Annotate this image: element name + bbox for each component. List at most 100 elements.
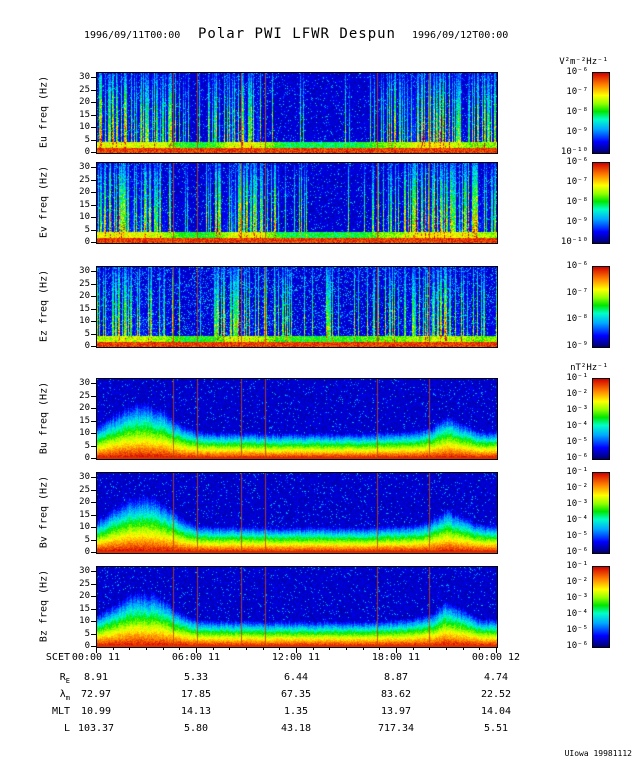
freq-tick-label: 0 bbox=[84, 237, 90, 247]
freq-tick-label: 10 bbox=[79, 316, 90, 326]
time-tick-mark bbox=[412, 647, 414, 650]
freq-tick-label: 15 bbox=[79, 509, 90, 520]
colorbar-tick-label: 10⁻⁶ bbox=[566, 641, 588, 651]
ephemeris-value: 13.97 bbox=[380, 706, 412, 717]
row-label-text: SCET bbox=[45, 652, 70, 663]
freq-tick-mark bbox=[91, 296, 96, 297]
spectrogram-canvas-bz bbox=[97, 567, 497, 647]
freq-tick-mark bbox=[91, 552, 96, 553]
freq-tick-mark bbox=[91, 383, 96, 384]
freq-tick-mark bbox=[91, 167, 96, 168]
colorbar-eu bbox=[592, 72, 610, 154]
freq-tick-label: 15 bbox=[79, 109, 90, 120]
ephemeris-value: 83.62 bbox=[380, 689, 412, 700]
start-date: 1996/09/11T00:00 bbox=[84, 30, 181, 41]
y-axis-label-ez: Ez freq (Hz) bbox=[38, 269, 50, 343]
colorbar-tick-label: 10⁻⁶ bbox=[566, 157, 588, 167]
row-label-text: λ bbox=[59, 689, 66, 700]
time-tick-mark bbox=[496, 647, 497, 653]
colorbar-tick-label: 10⁻⁴ bbox=[566, 609, 588, 619]
colorbar-tick-label: 10⁻⁵ bbox=[566, 531, 588, 541]
colorbar-tick-label: 10⁻⁷ bbox=[566, 177, 588, 187]
freq-tick-label: 15 bbox=[79, 303, 90, 314]
freq-tick-label: 30 bbox=[79, 266, 90, 276]
time-tick-mark bbox=[96, 647, 97, 653]
ephemeris-value: 17.85 bbox=[180, 689, 212, 700]
freq-tick-label: 0 bbox=[84, 547, 90, 557]
colorbar-tick-label: 10⁻⁶ bbox=[566, 67, 588, 77]
time-tick-mark bbox=[462, 647, 464, 650]
freq-tick-mark bbox=[91, 77, 96, 78]
freq-tick-label: 25 bbox=[79, 278, 90, 289]
freq-tick-mark bbox=[91, 445, 96, 447]
freq-tick-mark bbox=[91, 89, 96, 91]
freq-tick-mark bbox=[91, 114, 96, 116]
time-tick-mark bbox=[112, 647, 114, 650]
time-tick-mark bbox=[162, 647, 164, 650]
freq-tick-label: 15 bbox=[79, 415, 90, 426]
freq-tick-mark bbox=[91, 242, 96, 243]
y-axis-label-eu: Eu freq (Hz) bbox=[38, 75, 50, 149]
time-tick-mark bbox=[229, 647, 231, 650]
freq-tick-mark bbox=[91, 621, 96, 622]
colorbar-tick-label: 10⁻⁸ bbox=[566, 197, 588, 207]
freq-tick-label: 30 bbox=[79, 566, 90, 576]
freq-tick-label: 5 bbox=[84, 134, 90, 145]
spectrogram-panel-bu bbox=[96, 378, 498, 460]
colorbar-tick-label: 10⁻² bbox=[566, 577, 588, 587]
colorbar-ev bbox=[592, 162, 610, 244]
time-tick-mark bbox=[362, 647, 364, 650]
freq-tick-label: 25 bbox=[79, 174, 90, 185]
plot-title: Polar PWI LFWR Despun bbox=[197, 26, 396, 42]
freq-tick-mark bbox=[91, 308, 96, 310]
freq-tick-mark bbox=[91, 477, 96, 478]
y-axis-label-bv: Bv freq (Hz) bbox=[38, 475, 50, 549]
freq-tick-label: 30 bbox=[79, 72, 90, 82]
freq-tick-label: 10 bbox=[79, 212, 90, 222]
freq-tick-label: 0 bbox=[84, 641, 90, 651]
freq-tick-mark bbox=[91, 333, 96, 335]
colorbar-tick-label: 10⁻⁷ bbox=[566, 287, 588, 298]
freq-tick-label: 25 bbox=[79, 390, 90, 401]
freq-tick-mark bbox=[91, 539, 96, 541]
row-label-text: MLT bbox=[51, 706, 70, 717]
spectrogram-panel-ev bbox=[96, 162, 498, 244]
freq-tick-mark bbox=[91, 527, 96, 528]
ephemeris-value: 717.34 bbox=[377, 723, 415, 734]
ephemeris-value: 4.74 bbox=[483, 672, 509, 683]
freq-tick-label: 10 bbox=[79, 616, 90, 626]
freq-tick-label: 5 bbox=[84, 440, 90, 451]
colorbar-tick-label: 10⁻¹ bbox=[566, 467, 588, 477]
freq-tick-mark bbox=[91, 596, 96, 597]
freq-tick-label: 10 bbox=[79, 122, 90, 132]
ephemeris-value: 18:00 11 bbox=[371, 652, 421, 663]
colorbar-tick-label: 10⁻⁶ bbox=[566, 261, 588, 271]
y-axis-label-bz: Bz freq (Hz) bbox=[38, 569, 50, 643]
time-tick-mark bbox=[396, 647, 397, 653]
freq-tick-mark bbox=[91, 204, 96, 206]
colorbar-tick-label: 10⁻⁸ bbox=[566, 314, 588, 325]
freq-tick-label: 20 bbox=[79, 591, 90, 601]
spectrogram-panel-bz bbox=[96, 566, 498, 648]
freq-tick-mark bbox=[91, 139, 96, 141]
freq-tick-label: 30 bbox=[79, 472, 90, 482]
freq-tick-mark bbox=[91, 102, 96, 103]
colorbar-bz bbox=[592, 566, 610, 648]
colorbar-tick-label: 10⁻¹⁰ bbox=[560, 237, 588, 247]
freq-tick-label: 30 bbox=[79, 378, 90, 388]
ephemeris-row-label: L bbox=[18, 723, 70, 735]
freq-tick-mark bbox=[91, 571, 96, 572]
colorbar-tick-label: 10⁻⁹ bbox=[566, 341, 588, 351]
colorbar-tick-label: 10⁻¹ bbox=[566, 373, 588, 383]
time-tick-mark bbox=[379, 647, 381, 650]
freq-tick-mark bbox=[91, 127, 96, 128]
ephemeris-value: 00:00 11 bbox=[71, 652, 121, 663]
freq-tick-mark bbox=[91, 489, 96, 491]
ephemeris-value: 00:00 12 bbox=[471, 652, 521, 663]
row-label-subscript: E bbox=[65, 677, 70, 685]
y-axis-label-bu: Bu freq (Hz) bbox=[38, 381, 50, 455]
y-axis-label-ev: Ev freq (Hz) bbox=[38, 165, 50, 239]
freq-tick-label: 10 bbox=[79, 522, 90, 532]
freq-tick-label: 20 bbox=[79, 187, 90, 197]
spectrogram-panel-ez bbox=[96, 266, 498, 348]
